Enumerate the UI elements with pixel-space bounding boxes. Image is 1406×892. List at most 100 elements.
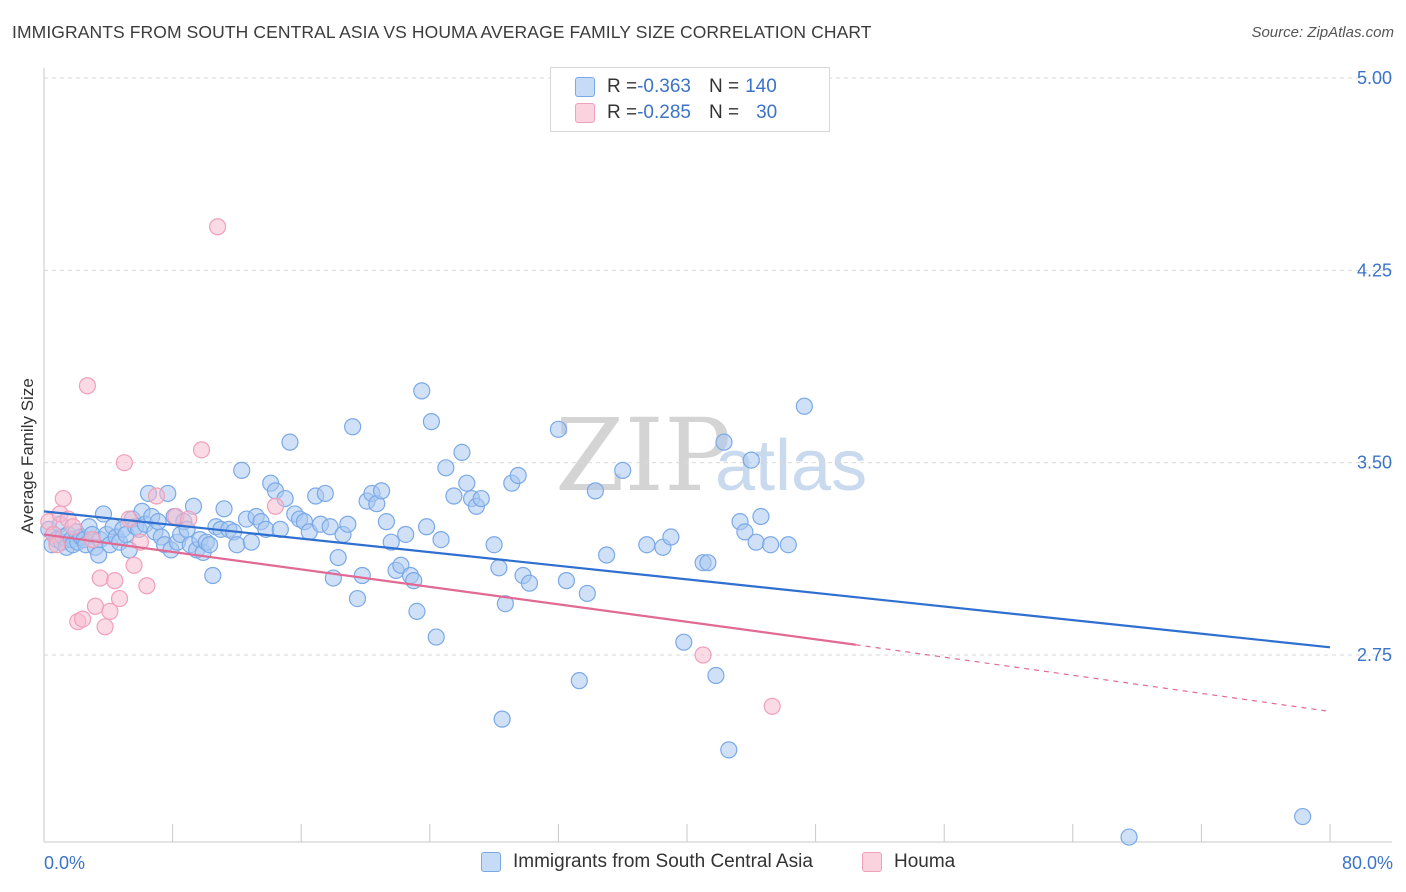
data-point-houma bbox=[78, 377, 97, 395]
data-point-immigrants bbox=[520, 574, 539, 592]
data-point-immigrants bbox=[458, 474, 476, 492]
data-point-immigrants bbox=[437, 459, 455, 477]
data-point-immigrants bbox=[204, 566, 222, 585]
data-point-immigrants bbox=[638, 536, 656, 554]
legend-row-houma: R = -0.285 N = 30 bbox=[575, 100, 777, 126]
data-point-immigrants bbox=[233, 461, 251, 479]
data-point-immigrants bbox=[557, 572, 576, 590]
axes bbox=[43, 68, 1392, 843]
data-point-houma bbox=[266, 497, 285, 515]
data-point-immigrants bbox=[747, 533, 765, 551]
data-point-immigrants bbox=[408, 602, 426, 621]
data-point-houma bbox=[73, 610, 92, 628]
data-point-houma bbox=[96, 618, 114, 636]
legend-row-immigrants: R = -0.363 N = 140 bbox=[575, 74, 777, 100]
data-point-immigrants bbox=[496, 595, 514, 613]
correlation-legend: R = -0.363 N = 140 R = -0.285 N = 30 bbox=[550, 67, 830, 132]
y-tick-label: 2.75 bbox=[1357, 645, 1392, 665]
legend-r-value: -0.285 bbox=[637, 102, 691, 123]
data-point-immigrants bbox=[242, 533, 260, 551]
data-point-houma bbox=[147, 487, 166, 505]
data-point-immigrants bbox=[453, 443, 471, 462]
data-point-houma bbox=[106, 572, 124, 590]
legend-swatch-pink bbox=[575, 103, 595, 123]
x-tick-label: 80.0% bbox=[1342, 853, 1393, 873]
legend-swatch-pink bbox=[862, 852, 882, 872]
data-point-immigrants bbox=[281, 433, 299, 451]
data-point-immigrants bbox=[614, 461, 632, 479]
zipatlas-watermark: ZIP atlas bbox=[555, 397, 867, 514]
data-point-immigrants bbox=[377, 513, 395, 531]
data-point-immigrants bbox=[707, 666, 725, 685]
legend-item-houma: Houma bbox=[862, 851, 955, 873]
data-point-immigrants bbox=[348, 589, 367, 608]
data-point-houma bbox=[192, 441, 211, 459]
legend-label-houma: Houma bbox=[894, 851, 956, 872]
watermark-zip: ZIP bbox=[555, 397, 731, 514]
data-point-immigrants bbox=[485, 536, 503, 554]
data-point-immigrants bbox=[339, 515, 357, 533]
data-point-houma bbox=[694, 646, 712, 664]
data-point-immigrants bbox=[149, 513, 167, 531]
data-point-houma bbox=[763, 697, 781, 715]
data-point-immigrants bbox=[578, 584, 596, 603]
data-point-immigrants bbox=[427, 628, 445, 646]
series-legend: Immigrants from South Central Asia Houma bbox=[0, 851, 1406, 879]
series-houma-points bbox=[40, 218, 781, 715]
data-point-immigrants bbox=[397, 525, 415, 544]
data-point-houma bbox=[91, 569, 109, 587]
legend-item-immigrants: Immigrants from South Central Asia bbox=[481, 851, 813, 873]
data-point-immigrants bbox=[344, 418, 362, 436]
data-point-immigrants bbox=[779, 536, 797, 554]
data-point-houma bbox=[86, 597, 105, 615]
data-point-houma bbox=[110, 589, 129, 608]
data-point-houma bbox=[64, 518, 82, 536]
data-point-houma bbox=[115, 454, 133, 472]
data-point-immigrants bbox=[549, 420, 568, 438]
data-point-immigrants bbox=[662, 528, 680, 546]
legend-r-label: R = bbox=[607, 102, 638, 123]
data-point-immigrants bbox=[761, 536, 780, 554]
legend-n-value: 140 bbox=[745, 76, 777, 97]
data-point-immigrants bbox=[699, 554, 717, 572]
data-point-immigrants bbox=[382, 533, 400, 551]
data-point-immigrants bbox=[215, 500, 233, 518]
data-point-immigrants bbox=[445, 487, 463, 505]
data-point-immigrants bbox=[316, 484, 334, 503]
data-point-immigrants bbox=[795, 397, 813, 415]
data-point-immigrants bbox=[228, 536, 246, 554]
data-point-immigrants bbox=[742, 451, 760, 469]
y-axis-title: Average Family Size bbox=[18, 378, 37, 534]
data-point-immigrants bbox=[1120, 828, 1138, 846]
trend-line-houma bbox=[43, 533, 856, 646]
legend-r-label: R = bbox=[607, 76, 638, 97]
data-point-immigrants bbox=[509, 466, 527, 485]
data-point-immigrants bbox=[493, 710, 511, 728]
y-tick-label: 5.00 bbox=[1357, 68, 1392, 88]
data-point-immigrants bbox=[490, 559, 508, 577]
data-point-immigrants bbox=[200, 536, 219, 554]
data-point-immigrants bbox=[413, 382, 431, 400]
trend-lines bbox=[43, 510, 1331, 713]
data-point-immigrants bbox=[570, 672, 588, 690]
data-point-immigrants bbox=[736, 523, 754, 541]
y-tick-label: 4.25 bbox=[1357, 260, 1392, 280]
x-tick-label: 0.0% bbox=[44, 853, 85, 873]
data-point-houma bbox=[54, 489, 72, 508]
trend-line-immigrants bbox=[43, 510, 1331, 649]
x-tick-labels: 0.0% 80.0% bbox=[44, 853, 1393, 873]
legend-n-label: N = bbox=[708, 76, 740, 97]
data-point-immigrants bbox=[329, 548, 347, 567]
data-point-houma bbox=[209, 218, 227, 236]
data-point-immigrants bbox=[752, 507, 770, 526]
y-tick-labels: 2.75 3.50 4.25 5.00 bbox=[1357, 68, 1392, 665]
data-point-houma bbox=[138, 577, 156, 595]
data-point-immigrants bbox=[472, 489, 490, 508]
data-point-immigrants bbox=[720, 741, 738, 759]
data-point-houma bbox=[180, 510, 198, 528]
data-point-immigrants bbox=[586, 482, 604, 500]
legend-swatch-blue bbox=[481, 852, 501, 872]
source-credit: Source: ZipAtlas.com bbox=[1251, 24, 1394, 41]
legend-n-label: N = bbox=[708, 102, 740, 123]
